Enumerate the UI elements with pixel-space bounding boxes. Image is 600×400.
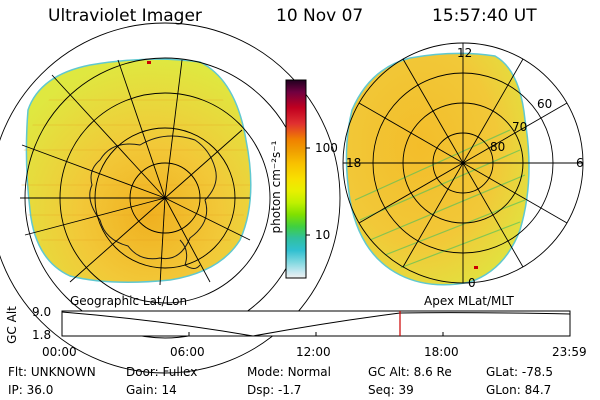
info-mode: Mode: Normal: [247, 365, 331, 379]
mlat-label-70: 70: [512, 120, 528, 134]
timeline-x-tick: 06:00: [170, 345, 205, 359]
info-ip: IP: 36.0: [8, 383, 54, 397]
timeline-x-tick: 23:59: [552, 345, 587, 359]
colorbar-unit-label: photon cm⁻²s⁻¹: [269, 140, 283, 234]
gc-alt-timeline: [61, 310, 571, 337]
timeline-x-tick: 18:00: [424, 345, 459, 359]
time-label: 15:57:40 UT: [432, 6, 537, 26]
info-flt: Flt: UNKNOWN: [8, 365, 96, 379]
mlat-label-60: 60: [537, 97, 553, 111]
mlat-label-80: 80: [490, 140, 506, 154]
info-glat: GLat: -78.5: [486, 365, 553, 379]
info-dsp: Dsp: -1.7: [247, 383, 302, 397]
mlt-label-18: 18: [346, 156, 362, 170]
date-label: 10 Nov 07: [276, 6, 364, 26]
geographic-caption: Geographic Lat/Lon: [70, 294, 188, 308]
timeline-y-tick-max: 9.0: [32, 305, 52, 319]
mlt-label-6: 6: [576, 156, 584, 170]
colorbar: [285, 79, 307, 279]
info-seq: Seq: 39: [368, 383, 414, 397]
info-gc-alt: GC Alt: 8.6 Re: [368, 365, 452, 379]
timeline-y-tick-min: 1.8: [32, 328, 52, 342]
timeline-x-tick: 00:00: [42, 345, 77, 359]
info-glon: GLon: 84.7: [486, 383, 552, 397]
timeline-y-label: GC Alt: [5, 306, 19, 344]
apex-image: [342, 42, 584, 286]
mlt-label-0: 0: [468, 276, 476, 290]
timeline-x-tick: 12:00: [296, 345, 331, 359]
apex-caption: Apex MLat/MLT: [424, 294, 514, 308]
info-gain: Gain: 14: [126, 383, 177, 397]
colorbar-tick-100: 100: [315, 141, 338, 155]
info-door: Door: Fullex: [126, 365, 198, 379]
mlt-label-12: 12: [457, 46, 473, 60]
colorbar-tick-10: 10: [315, 228, 331, 242]
instrument-title: Ultraviolet Imager: [48, 6, 202, 26]
geographic-image: [0, 22, 341, 374]
